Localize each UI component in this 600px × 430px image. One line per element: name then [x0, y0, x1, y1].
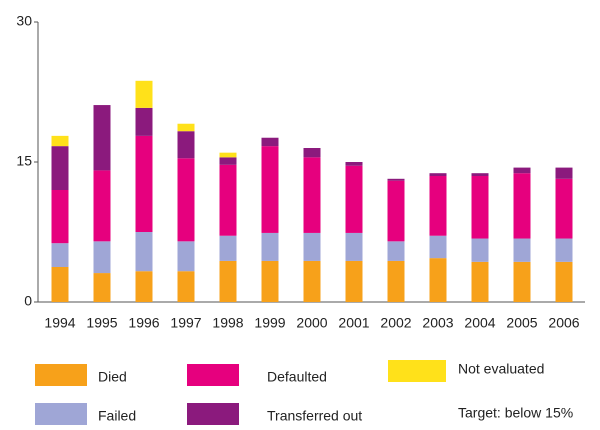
bar-segment: [387, 180, 405, 242]
legend-label: Defaulted: [267, 369, 327, 385]
bar-segment: [345, 232, 363, 261]
bar-segment: [51, 190, 69, 244]
bar-segment: [135, 232, 153, 272]
bar-segment: [513, 261, 531, 302]
bar-segment: [471, 238, 489, 262]
bar-segment: [345, 162, 363, 166]
bar-segment: [51, 135, 69, 147]
bar-segment: [555, 261, 573, 302]
legend-swatch: [187, 403, 239, 425]
bar-segment: [555, 167, 573, 179]
x-tick-label: 1996: [128, 315, 159, 331]
bar-segment: [261, 232, 279, 261]
bar-segment: [471, 176, 489, 239]
legend-swatch: [187, 364, 239, 386]
y-tick-label: 15: [16, 153, 32, 169]
x-tick-label: 2001: [338, 315, 369, 331]
bar-segment: [471, 261, 489, 302]
bar-segment: [513, 173, 531, 239]
x-tick-label: 2003: [422, 315, 453, 331]
bar-segment: [177, 158, 195, 242]
bar-segment: [387, 241, 405, 261]
x-tick-label: 1999: [254, 315, 285, 331]
bar-segment: [513, 238, 531, 262]
bar-segment: [93, 170, 111, 242]
bar-segment: [429, 173, 447, 176]
bar-segment: [513, 167, 531, 174]
bar-segment: [135, 107, 153, 136]
x-tick-label: 2000: [296, 315, 327, 331]
bar-segment: [177, 123, 195, 132]
legend-swatch: [35, 364, 87, 386]
bar-segment: [93, 241, 111, 274]
x-tick-label: 1997: [170, 315, 201, 331]
legend-label: Died: [98, 369, 127, 385]
bar-segment: [177, 271, 195, 302]
bar-segment: [177, 241, 195, 272]
legend-swatch: [35, 403, 87, 425]
legend-label: Not evaluated: [458, 361, 544, 377]
bar-segment: [219, 260, 237, 302]
bar-segment: [471, 173, 489, 176]
bar-segment: [261, 137, 279, 147]
bar-segment: [219, 157, 237, 165]
x-tick-label: 2005: [506, 315, 537, 331]
bar-segment: [261, 146, 279, 233]
bar-segment: [135, 271, 153, 302]
bar-segment: [345, 260, 363, 302]
bar-segment: [555, 178, 573, 239]
annotation: Target: below 15%: [458, 405, 573, 421]
bar-segment: [135, 135, 153, 232]
bar-segment: [261, 260, 279, 302]
bar-segment: [555, 238, 573, 262]
bar-segment: [429, 235, 447, 259]
bar-segment: [303, 260, 321, 302]
bar-segment: [93, 105, 111, 171]
y-tick-label: 0: [24, 293, 32, 309]
bar-segment: [303, 232, 321, 261]
y-tick-label: 30: [16, 13, 32, 29]
bar-segment: [177, 131, 195, 159]
x-tick-label: 1998: [212, 315, 243, 331]
bar-segment: [219, 235, 237, 261]
x-tick-label: 2004: [464, 315, 495, 331]
bar-segment: [303, 157, 321, 233]
bar-segment: [387, 260, 405, 302]
bar-segment: [429, 176, 447, 236]
bar-segment: [387, 178, 405, 181]
x-tick-label: 1995: [86, 315, 117, 331]
bar-segment: [135, 80, 153, 108]
bar-segment: [219, 152, 237, 158]
bar-segment: [51, 243, 69, 267]
x-tick-label: 2002: [380, 315, 411, 331]
bar-segment: [219, 164, 237, 236]
legend-swatch: [388, 360, 446, 382]
legend-label: Failed: [98, 408, 136, 424]
bar-segment: [345, 165, 363, 233]
bar-segment: [303, 148, 321, 158]
legend-label: Transferred out: [267, 408, 362, 424]
bar-segment: [93, 273, 111, 302]
x-tick-label: 1994: [44, 315, 75, 331]
x-tick-label: 2006: [548, 315, 579, 331]
bar-segment: [51, 146, 69, 190]
bar-segment: [429, 258, 447, 302]
bar-segment: [51, 267, 69, 302]
